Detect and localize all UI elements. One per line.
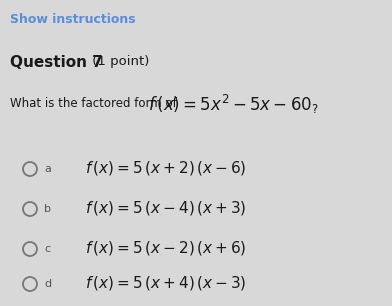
Text: $f\,(x)=5\,(x+4)\,(x-3)$: $f\,(x)=5\,(x+4)\,(x-3)$ — [85, 274, 247, 292]
Text: a: a — [44, 164, 51, 174]
Text: Question 7: Question 7 — [10, 55, 103, 70]
Text: (1 point): (1 point) — [88, 55, 149, 68]
Text: Show instructions: Show instructions — [10, 13, 136, 26]
Text: What is the factored form of: What is the factored form of — [10, 97, 177, 110]
Text: c: c — [44, 244, 50, 254]
Text: $f\,(x)=5x^2-5x-60_?$: $f\,(x)=5x^2-5x-60_?$ — [148, 93, 319, 116]
Text: d: d — [44, 279, 51, 289]
Text: $f\,(x)=5\,(x+2)\,(x-6)$: $f\,(x)=5\,(x+2)\,(x-6)$ — [85, 159, 247, 177]
Text: $f\,(x)=5\,(x-4)\,(x+3)$: $f\,(x)=5\,(x-4)\,(x+3)$ — [85, 199, 247, 217]
Text: $f\,(x)=5\,(x-2)\,(x+6)$: $f\,(x)=5\,(x-2)\,(x+6)$ — [85, 239, 247, 257]
Text: b: b — [44, 204, 51, 214]
